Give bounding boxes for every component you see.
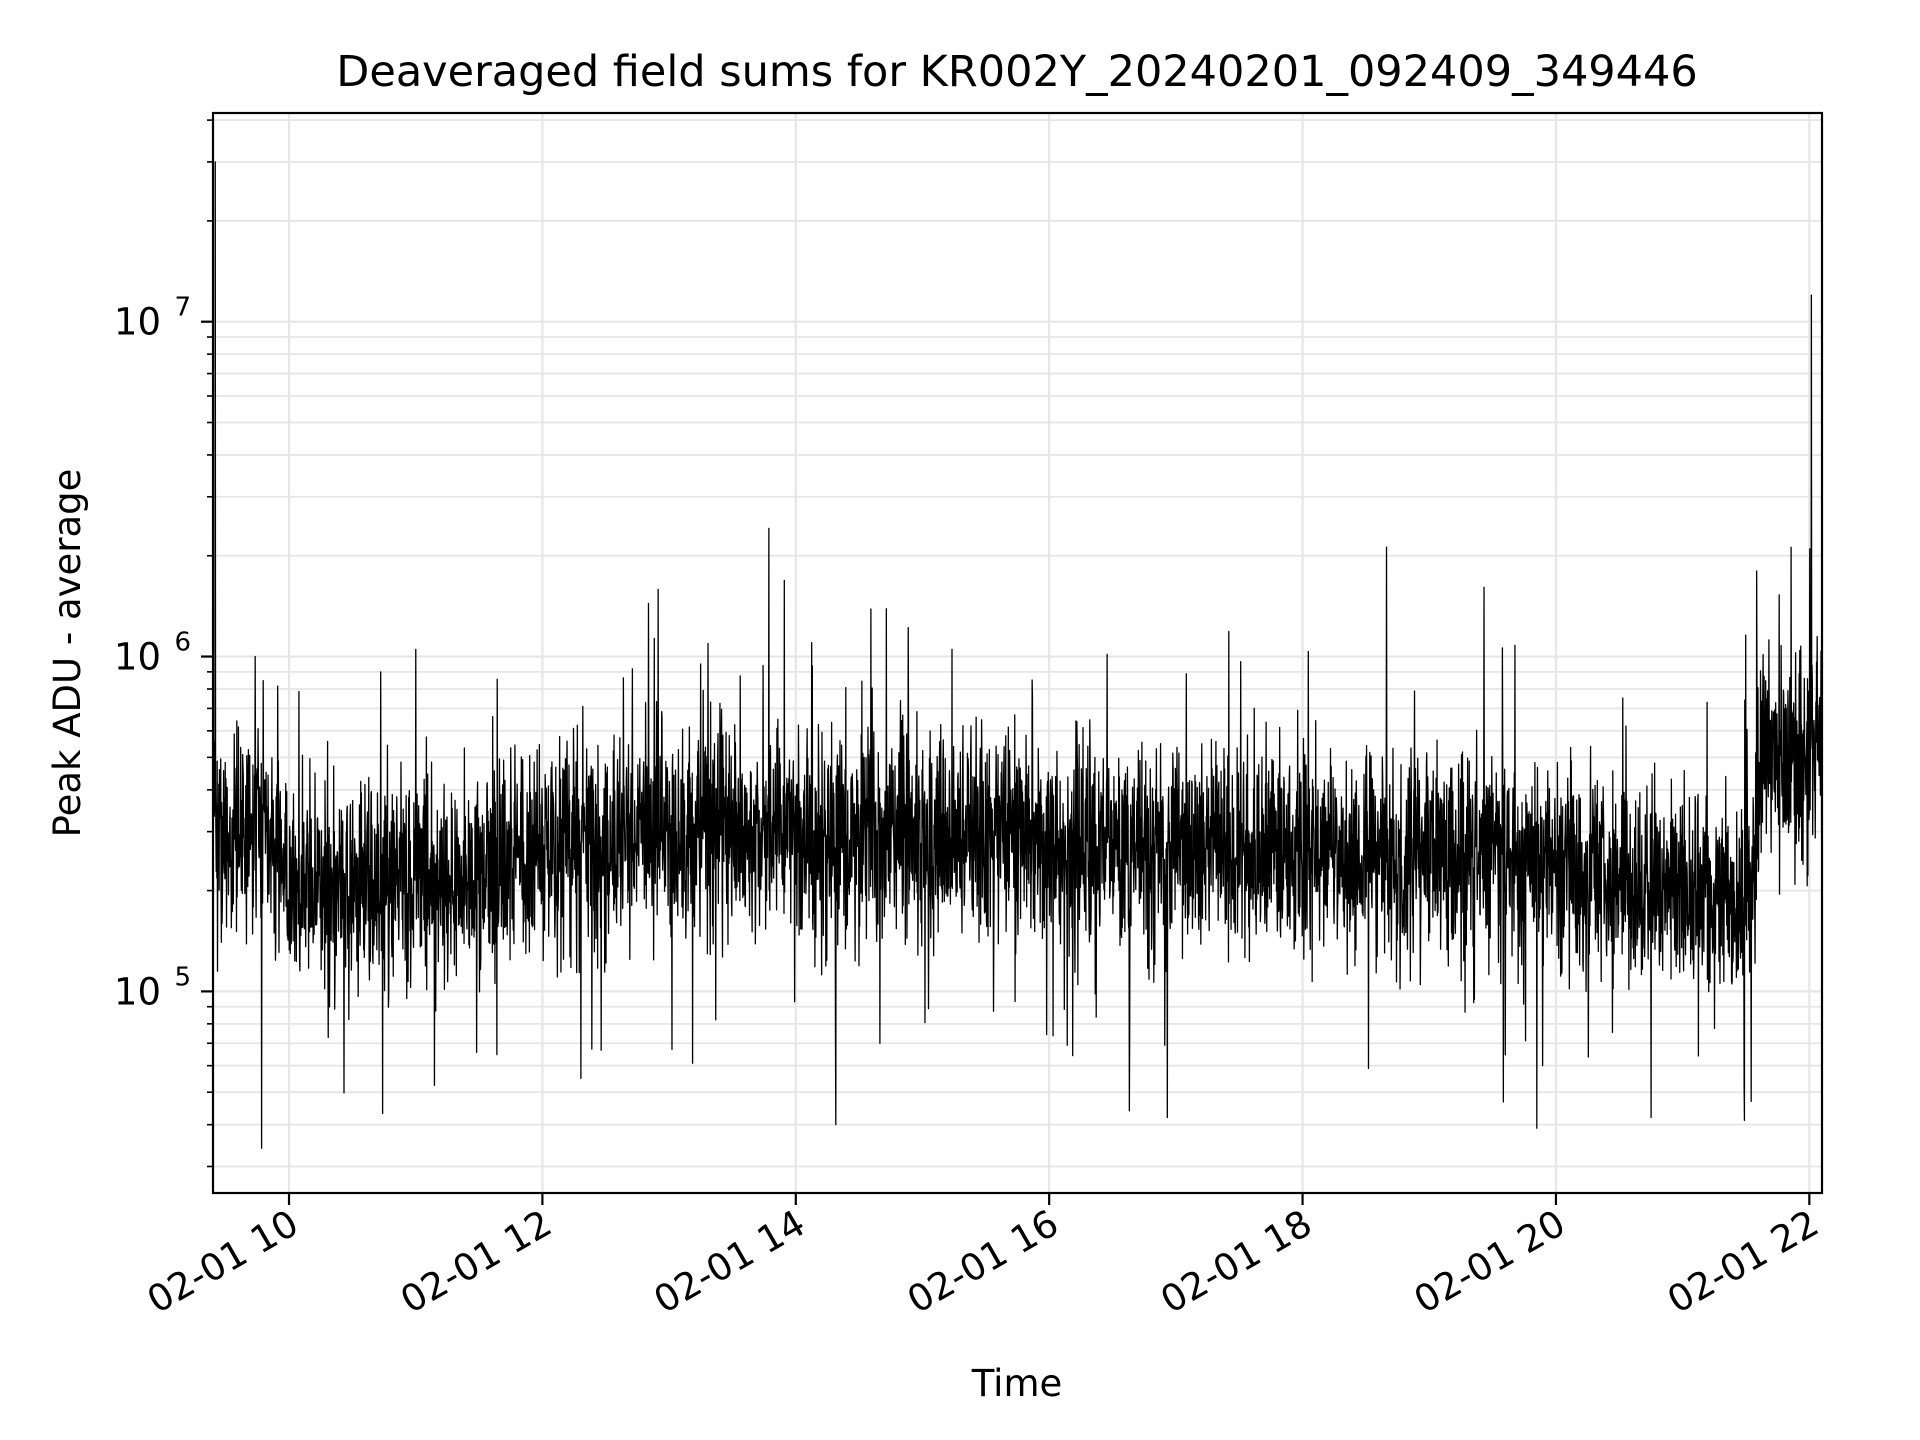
x-tick-label: 02-01 10 (140, 1202, 306, 1322)
y-tick-exponent: 6 (174, 628, 191, 658)
plot-frame (211, 111, 1824, 1195)
x-axis-label: Time (971, 1362, 1063, 1405)
series-layer (212, 161, 1823, 1149)
series-line (212, 161, 1823, 1149)
x-tick-label: 02-01 22 (1660, 1202, 1826, 1322)
y-axis-label: Peak ADU - average (46, 469, 89, 838)
grid-lines (213, 113, 1822, 1193)
x-tick-label: 02-01 16 (900, 1202, 1066, 1322)
x-tick-label: 02-01 20 (1407, 1202, 1573, 1322)
axes-layer: 02-01 10 02-01 12 02-01 14 02-01 16 02-01 18… (114, 111, 1826, 1322)
x-tick-label: 02-01 12 (393, 1202, 559, 1322)
x-tick-label: 02-01 18 (1153, 1202, 1319, 1322)
y-tick-exponent: 5 (174, 962, 191, 992)
y-tick-label: 10 (114, 636, 161, 679)
y-tick-label: 10 (114, 970, 161, 1013)
chart-title: Deaveraged field sums for KR002Y_2024020… (336, 47, 1698, 97)
y-tick-label: 10 (114, 301, 161, 344)
y-tick-exponent: 7 (174, 293, 191, 323)
x-tick-label: 02-01 14 (647, 1202, 813, 1322)
